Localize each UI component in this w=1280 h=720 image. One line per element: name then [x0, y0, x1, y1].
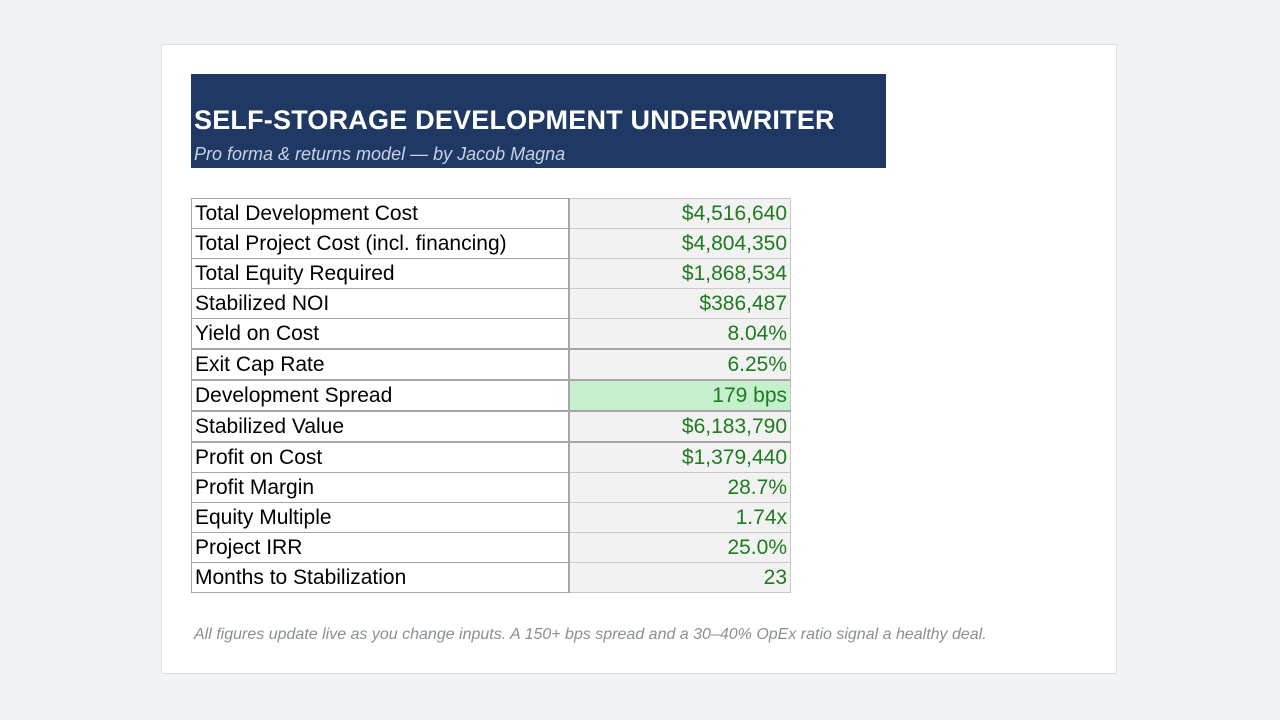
metric-label: Stabilized NOI — [191, 288, 570, 319]
metric-value[interactable]: $4,516,640 — [568, 198, 791, 229]
table-row: Profit on Cost $1,379,440 — [191, 441, 791, 473]
table-row: Yield on Cost 8.04% — [191, 318, 791, 350]
metric-value[interactable]: $1,868,534 — [568, 258, 791, 289]
metric-value[interactable]: 6.25% — [568, 348, 791, 381]
metric-value[interactable]: $6,183,790 — [568, 410, 791, 443]
metric-value[interactable]: $4,804,350 — [568, 228, 791, 259]
table-row: Stabilized NOI $386,487 — [191, 288, 791, 319]
metric-label: Equity Multiple — [191, 502, 570, 533]
metric-label: Months to Stabilization — [191, 562, 570, 593]
metric-value[interactable]: 28.7% — [568, 472, 791, 503]
page-subtitle: Pro forma & returns model — by Jacob Mag… — [194, 144, 566, 164]
table-row: Months to Stabilization 23 — [191, 562, 791, 593]
metric-label: Exit Cap Rate — [191, 348, 570, 381]
returns-summary-table: Total Development Cost $4,516,640 Total … — [191, 198, 791, 593]
metric-value[interactable]: 25.0% — [568, 532, 791, 563]
metric-label: Project IRR — [191, 532, 570, 563]
table-row: Development Spread 179 bps — [191, 379, 791, 412]
underwriter-sheet: SELF-STORAGE DEVELOPMENT UNDERWRITER Pro… — [161, 44, 1117, 674]
metric-label: Stabilized Value — [191, 410, 570, 443]
table-row: Exit Cap Rate 6.25% — [191, 348, 791, 381]
title-banner: SELF-STORAGE DEVELOPMENT UNDERWRITER Pro… — [191, 74, 886, 168]
table-row: Total Project Cost (incl. financing) $4,… — [191, 228, 791, 259]
footer-note: All figures update live as you change in… — [194, 626, 987, 643]
metric-value[interactable]: $1,379,440 — [568, 441, 791, 473]
metric-value[interactable]: 8.04% — [568, 318, 791, 350]
metric-label: Total Development Cost — [191, 198, 570, 229]
metric-value[interactable]: 23 — [568, 562, 791, 593]
metric-label: Profit on Cost — [191, 441, 570, 473]
table-row: Profit Margin 28.7% — [191, 472, 791, 503]
metric-label: Total Project Cost (incl. financing) — [191, 228, 570, 259]
table-row: Project IRR 25.0% — [191, 532, 791, 563]
page-title: SELF-STORAGE DEVELOPMENT UNDERWRITER — [194, 105, 835, 135]
metric-value[interactable]: $386,487 — [568, 288, 791, 319]
metric-label: Development Spread — [191, 379, 570, 412]
metric-value[interactable]: 1.74x — [568, 502, 791, 533]
metric-label: Profit Margin — [191, 472, 570, 503]
metric-label: Total Equity Required — [191, 258, 570, 289]
metric-label: Yield on Cost — [191, 318, 570, 350]
table-row: Stabilized Value $6,183,790 — [191, 410, 791, 443]
development-spread-value[interactable]: 179 bps — [568, 379, 791, 412]
table-row: Total Development Cost $4,516,640 — [191, 198, 791, 229]
table-row: Equity Multiple 1.74x — [191, 502, 791, 533]
table-row: Total Equity Required $1,868,534 — [191, 258, 791, 289]
